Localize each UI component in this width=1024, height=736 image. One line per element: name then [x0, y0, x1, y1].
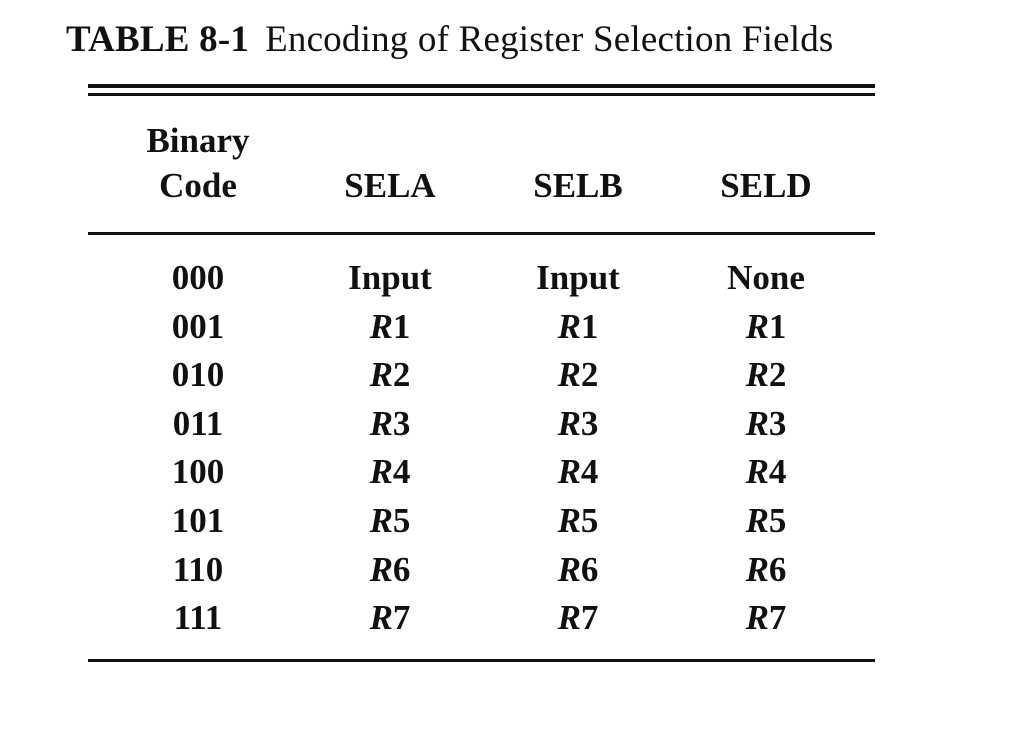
selb-cell: R4	[557, 452, 599, 492]
selb-cell: R5	[557, 500, 599, 540]
code-cell: 101	[171, 500, 225, 540]
selb-cell: R3	[557, 403, 599, 443]
selb-cell: R1	[557, 306, 599, 346]
column-sela: Input R1 R2 R3 R4 R5 R6 R7	[300, 254, 480, 643]
column-seld: None R1 R2 R3 R4 R5 R6 R7	[676, 254, 856, 643]
top-double-rule-upper	[88, 84, 875, 88]
code-cell: 010	[171, 355, 225, 395]
code-cell: 111	[173, 598, 223, 638]
code-cell: 110	[172, 549, 224, 589]
seld-cell: R4	[745, 452, 787, 492]
header-binary-line1: Binary	[146, 121, 250, 160]
sela-cell: R5	[369, 500, 411, 540]
seld-cell: R2	[745, 355, 787, 395]
table-caption: TABLE 8-1 Encoding of Register Selection …	[66, 18, 834, 61]
header-rule	[88, 232, 875, 235]
sela-cell: R2	[369, 355, 411, 395]
top-double-rule-lower	[88, 93, 875, 96]
sela-cell: R6	[369, 549, 411, 589]
sela-cell: R3	[369, 403, 411, 443]
code-cell: 001	[171, 306, 225, 346]
seld-cell: R7	[745, 598, 787, 638]
selb-cell: R7	[557, 598, 599, 638]
seld-cell: R6	[745, 549, 787, 589]
sela-cell: Input	[348, 258, 432, 297]
header-binary-code: Binary Code	[108, 118, 288, 208]
seld-cell: R5	[745, 500, 787, 540]
selb-cell: R2	[557, 355, 599, 395]
column-selb: Input R1 R2 R3 R4 R5 R6 R7	[488, 254, 668, 643]
table-caption-title: Encoding of Register Selection Fields	[265, 19, 834, 60]
seld-cell: R3	[745, 403, 787, 443]
bottom-rule	[88, 659, 875, 662]
table-caption-label: TABLE 8-1	[66, 19, 250, 60]
sela-cell: R1	[369, 306, 411, 346]
code-cell: 011	[172, 403, 224, 443]
header-binary-line2: Code	[159, 166, 237, 205]
seld-cell: None	[727, 258, 805, 297]
column-binary-code: 000 001 010 011 100 101 110 111	[108, 254, 288, 643]
sela-cell: R4	[369, 452, 411, 492]
selb-cell: R6	[557, 549, 599, 589]
sela-cell: R7	[369, 598, 411, 638]
code-cell: 000	[171, 258, 225, 297]
seld-cell: R1	[745, 306, 787, 346]
header-sela: SELA	[344, 166, 436, 205]
code-cell: 100	[171, 452, 225, 492]
header-seld: SELD	[720, 166, 812, 205]
selb-cell: Input	[536, 258, 620, 297]
header-selb: SELB	[533, 166, 623, 205]
